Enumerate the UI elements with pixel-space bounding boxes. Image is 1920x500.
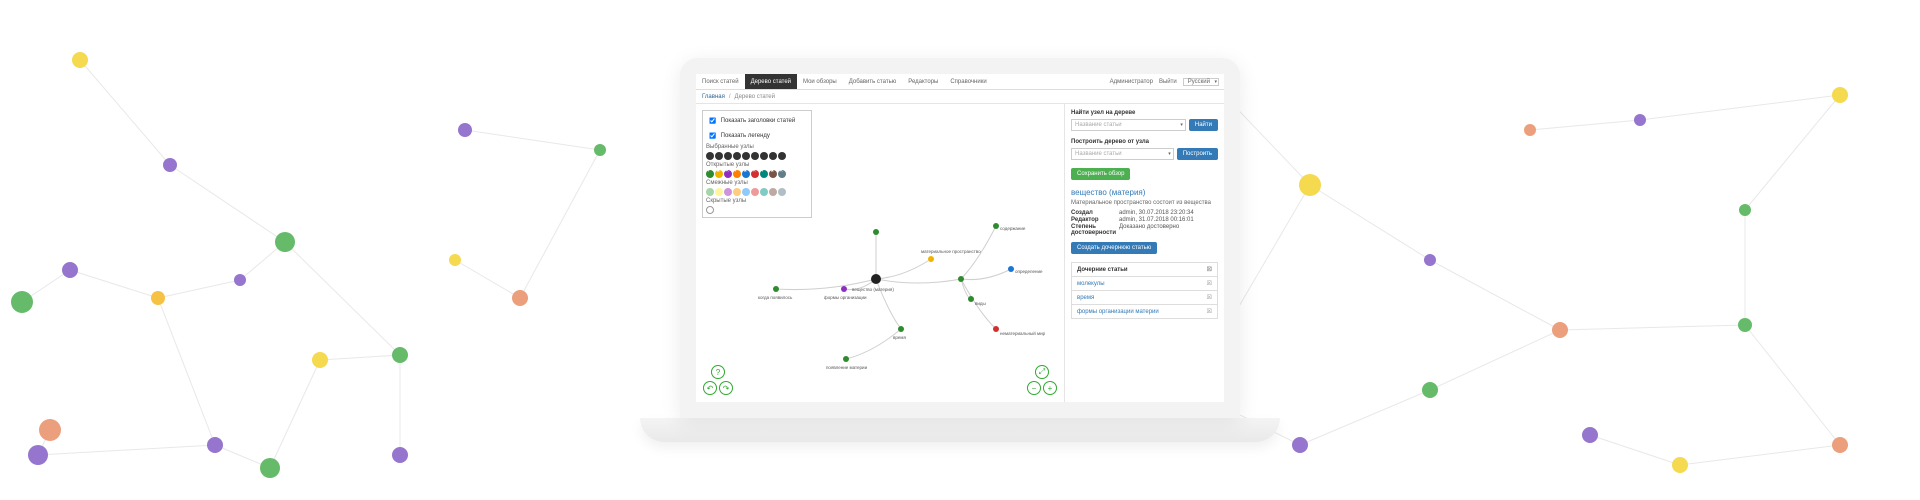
graph-node[interactable] xyxy=(993,223,999,229)
children-collapse-icon[interactable]: ☒ xyxy=(1207,266,1212,273)
graph-node-label: формы организации xyxy=(824,295,867,300)
graph-node-label: когда появилось xyxy=(758,295,793,300)
graph-node[interactable] xyxy=(958,276,964,282)
breadcrumb-sep: / xyxy=(729,94,731,100)
graph-node[interactable] xyxy=(871,274,881,284)
meta-editor-key: Редактор xyxy=(1071,217,1119,223)
nav-tab[interactable]: Дерево статей xyxy=(745,74,797,89)
graph-node[interactable] xyxy=(841,286,847,292)
graph-node[interactable] xyxy=(968,296,974,302)
graph-node-label: содержание xyxy=(1000,226,1026,231)
graph-node-label: определение xyxy=(1015,269,1043,274)
graph-controls-left: ? ↶ ↷ xyxy=(702,364,734,396)
build-tree-label: Построить дерево от узла xyxy=(1071,139,1218,145)
meta-trust-key: Степень достоверности xyxy=(1071,224,1119,236)
meta-created-val: admin, 30.07.2018 23:20:34 xyxy=(1119,210,1218,216)
child-article-item[interactable]: молекулы☒ xyxy=(1071,277,1218,291)
remove-child-icon[interactable]: ☒ xyxy=(1207,280,1212,287)
nav-logout-link[interactable]: Выйти xyxy=(1159,79,1177,85)
graph-node-label: материальное пространство xyxy=(921,249,981,254)
find-node-button[interactable]: Найти xyxy=(1189,119,1218,131)
remove-child-icon[interactable]: ☒ xyxy=(1207,308,1212,315)
meta-editor-val: admin, 31.07.2018 00:16:01 xyxy=(1119,217,1218,223)
top-nav: Поиск статейДерево статейМои обзорыДобав… xyxy=(696,74,1224,90)
article-description: Материальное пространство состоит из вещ… xyxy=(1071,200,1218,206)
nav-admin-link[interactable]: Администратор xyxy=(1110,79,1153,85)
meta-trust-val: Доказано достоверно xyxy=(1119,224,1218,236)
find-node-label: Найти узел на дереве xyxy=(1071,110,1218,116)
graph-node-label: появление материи xyxy=(826,365,868,370)
zoom-in-button[interactable]: + xyxy=(1043,381,1057,395)
graph-node[interactable] xyxy=(898,326,904,332)
graph-pane: Показать заголовки статей Показать леген… xyxy=(696,104,1064,402)
graph-node-label: нематериальный мир xyxy=(1000,330,1046,336)
graph-node-label: виды xyxy=(975,301,986,306)
breadcrumb-current: Дерево статей xyxy=(735,94,775,100)
app-screen: Поиск статейДерево статейМои обзорыДобав… xyxy=(696,74,1224,402)
meta-created-key: Создал xyxy=(1071,210,1119,216)
build-tree-button[interactable]: Построить xyxy=(1177,148,1218,160)
child-article-item[interactable]: время☒ xyxy=(1071,291,1218,305)
save-review-button[interactable]: Сохранить обзор xyxy=(1071,168,1130,180)
children-header: Дочерние статьи ☒ xyxy=(1071,262,1218,277)
graph-controls-right: ⤢ − + xyxy=(1026,364,1058,396)
graph-node[interactable] xyxy=(1008,266,1014,272)
details-pane: Найти узел на дереве Название статьи Най… xyxy=(1064,104,1224,402)
breadcrumb: Главная / Дерево статей xyxy=(696,90,1224,104)
child-article-item[interactable]: формы организации материи☒ xyxy=(1071,305,1218,319)
graph-node[interactable] xyxy=(873,229,879,235)
fit-button[interactable]: ⤢ xyxy=(1035,365,1049,379)
nav-tab[interactable]: Редакторы xyxy=(902,74,944,89)
create-child-button[interactable]: Создать дочернюю статью xyxy=(1071,242,1157,254)
build-tree-input[interactable]: Название статьи xyxy=(1071,148,1174,160)
graph-node-label: время xyxy=(893,335,906,340)
graph-node[interactable] xyxy=(928,256,934,262)
graph-node[interactable] xyxy=(773,286,779,292)
nav-tab[interactable]: Мои обзоры xyxy=(797,74,843,89)
nav-tab[interactable]: Поиск статей xyxy=(696,74,745,89)
find-node-input[interactable]: Название статьи xyxy=(1071,119,1186,131)
zoom-out-button[interactable]: − xyxy=(1027,381,1041,395)
nav-tab[interactable]: Добавить статью xyxy=(843,74,902,89)
graph-node[interactable] xyxy=(993,326,999,332)
help-button[interactable]: ? xyxy=(711,365,725,379)
laptop-mockup: Поиск статейДерево статейМои обзорыДобав… xyxy=(680,58,1240,442)
graph-node-label: вещество (материя) xyxy=(852,287,894,292)
remove-child-icon[interactable]: ☒ xyxy=(1207,294,1212,301)
breadcrumb-home[interactable]: Главная xyxy=(702,94,725,100)
nav-tab[interactable]: Справочники xyxy=(944,74,992,89)
article-title-link[interactable]: вещество (материя) xyxy=(1071,188,1218,197)
redo-button[interactable]: ↷ xyxy=(719,381,733,395)
graph-node[interactable] xyxy=(843,356,849,362)
undo-button[interactable]: ↶ xyxy=(703,381,717,395)
language-select[interactable]: Русский xyxy=(1183,78,1219,86)
